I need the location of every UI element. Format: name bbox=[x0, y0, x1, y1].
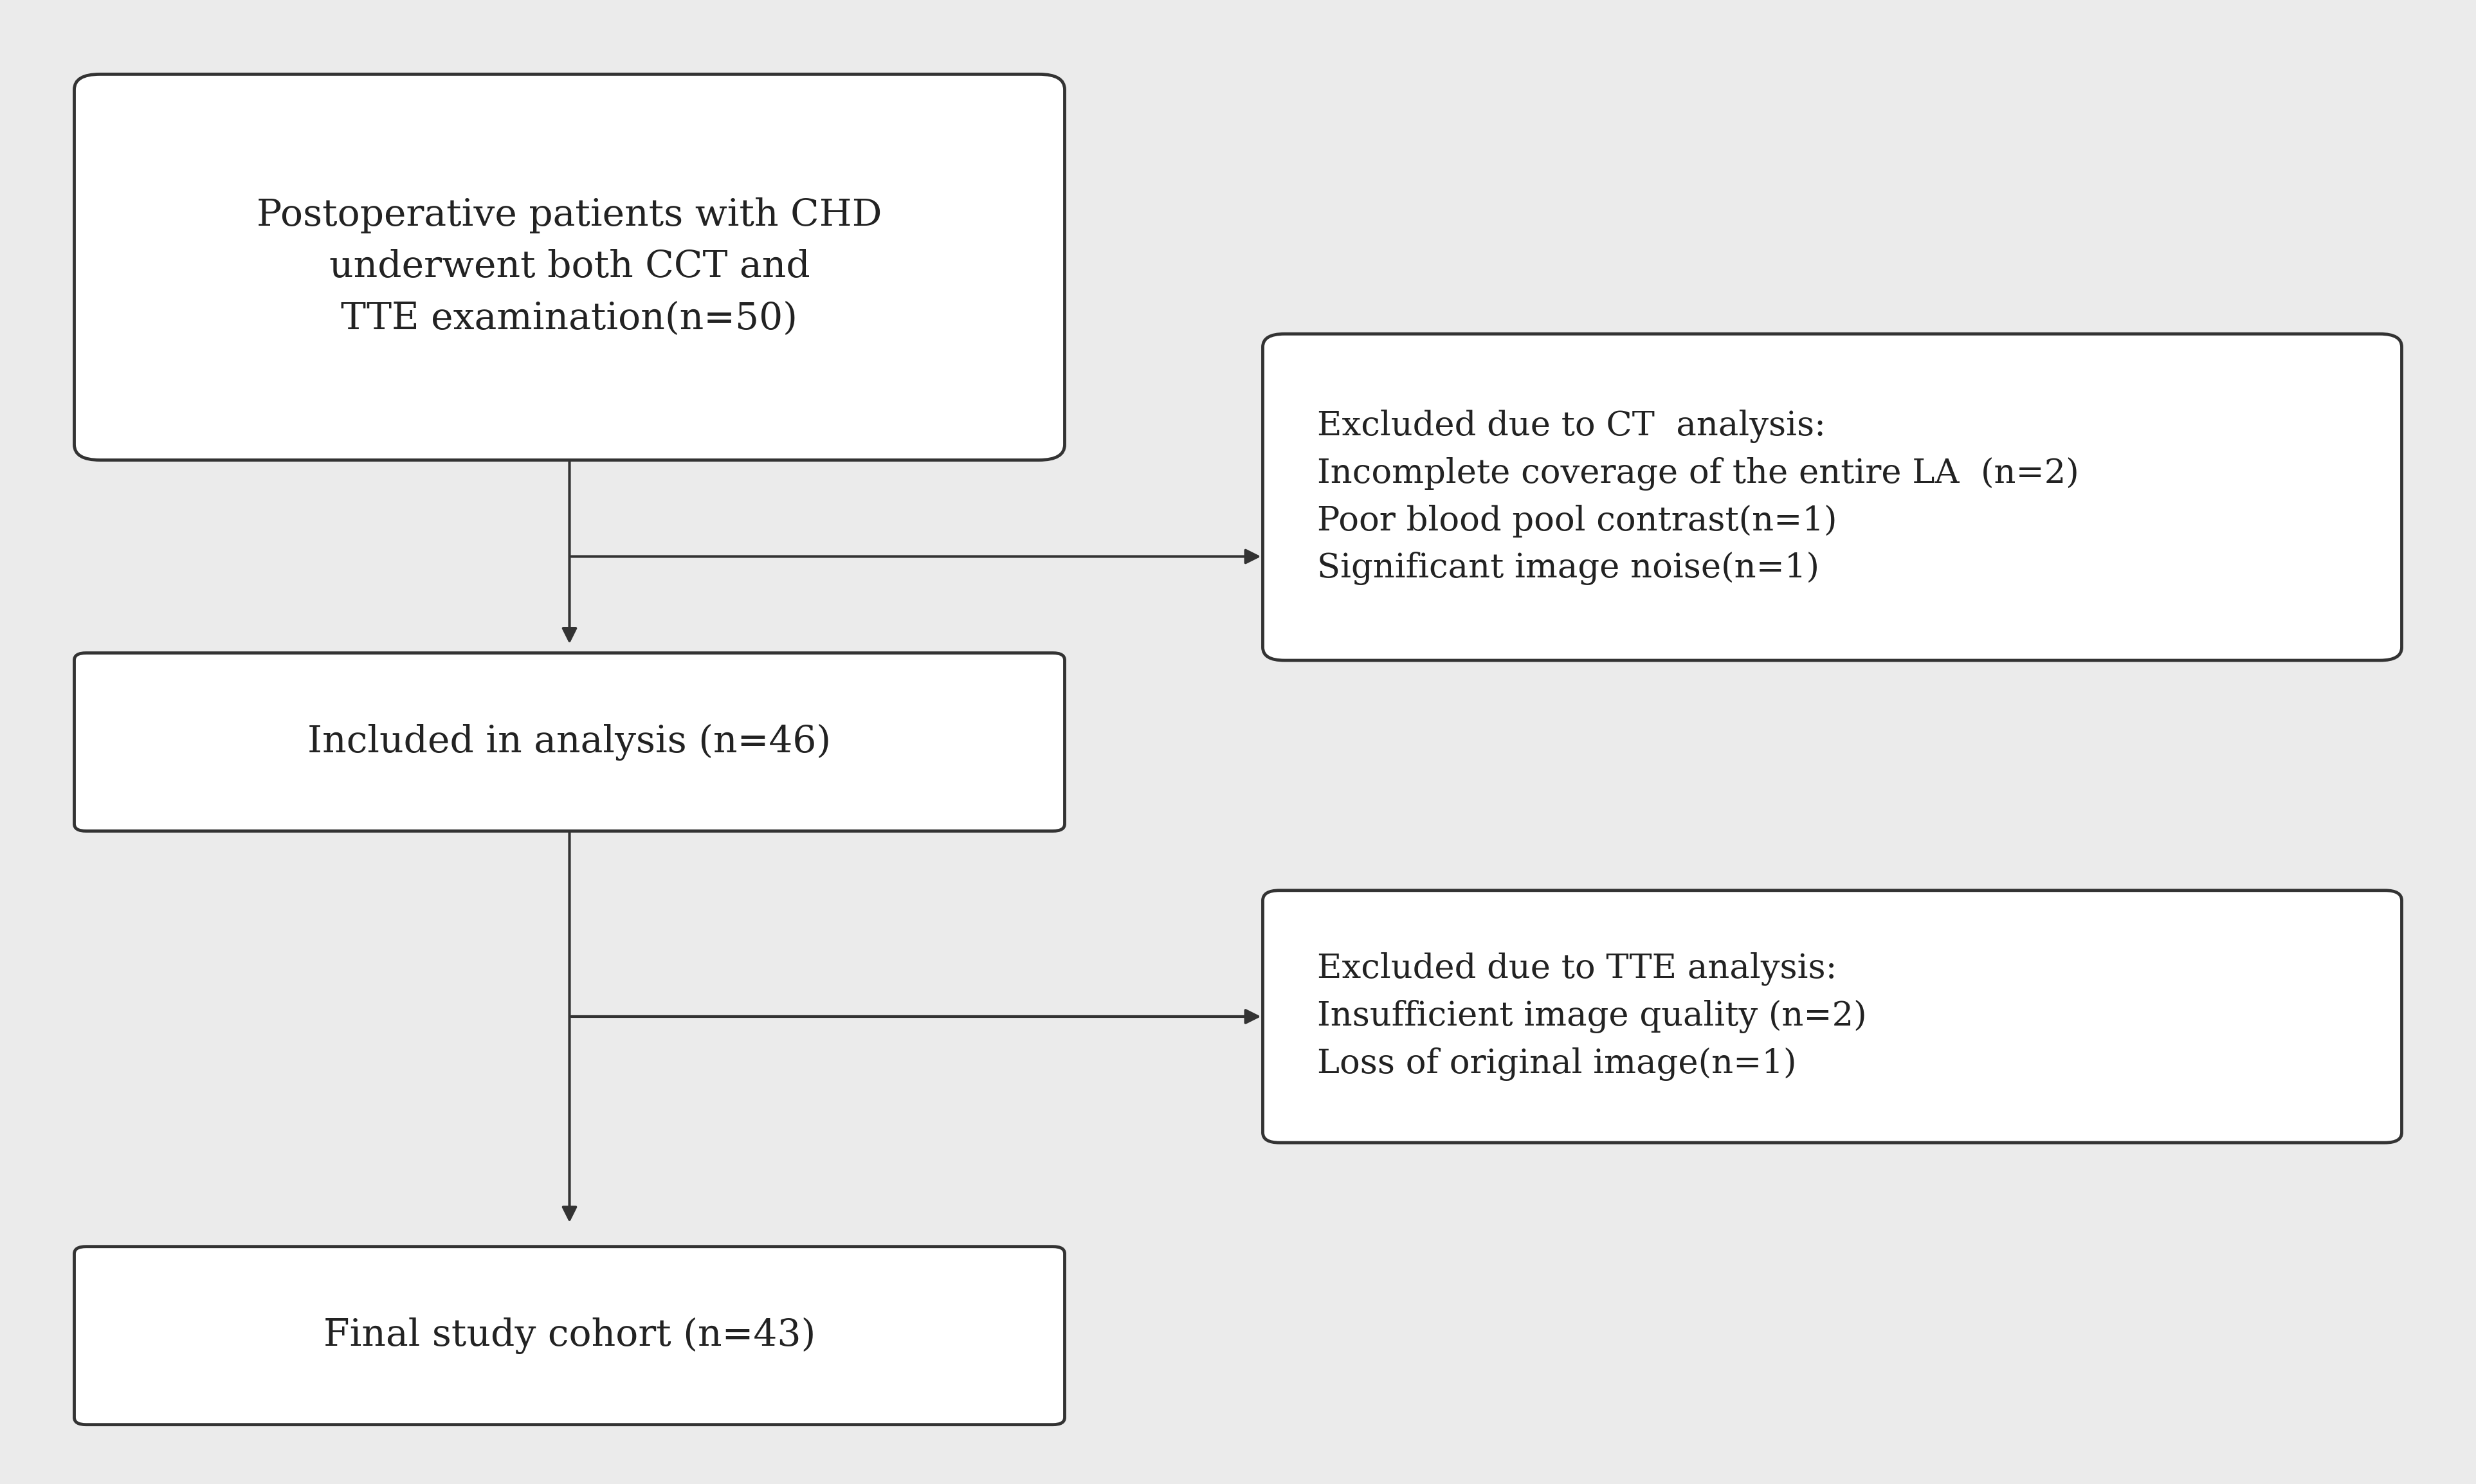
FancyBboxPatch shape bbox=[74, 1247, 1065, 1425]
Text: Excluded due to TTE analysis:
Insufficient image quality (n=2)
Loss of original : Excluded due to TTE analysis: Insufficie… bbox=[1317, 953, 1867, 1080]
FancyBboxPatch shape bbox=[74, 74, 1065, 460]
FancyBboxPatch shape bbox=[1263, 890, 2402, 1143]
FancyBboxPatch shape bbox=[74, 653, 1065, 831]
Text: Postoperative patients with CHD
underwent both CCT and
TTE examination(n=50): Postoperative patients with CHD underwen… bbox=[258, 197, 881, 337]
Text: Final study cohort (n=43): Final study cohort (n=43) bbox=[324, 1318, 815, 1353]
Text: Excluded due to CT  analysis:
Incomplete coverage of the entire LA  (n=2)
Poor b: Excluded due to CT analysis: Incomplete … bbox=[1317, 410, 2080, 585]
Text: Included in analysis (n=46): Included in analysis (n=46) bbox=[307, 724, 832, 760]
FancyBboxPatch shape bbox=[1263, 334, 2402, 660]
